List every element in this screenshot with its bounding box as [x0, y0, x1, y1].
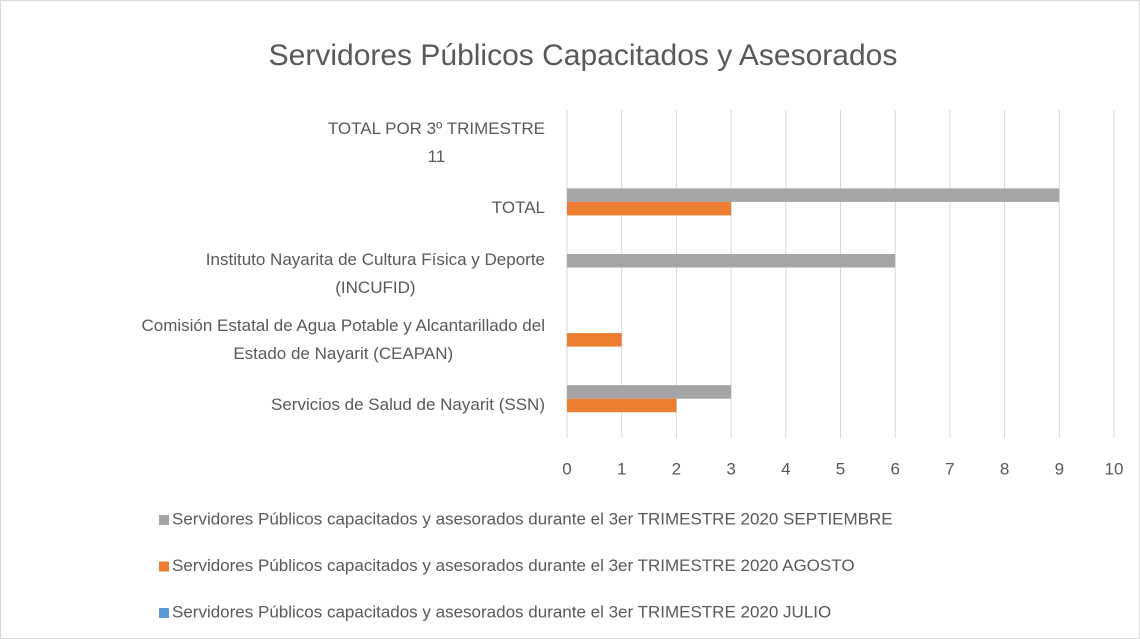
x-tick-label: 7 — [945, 459, 954, 478]
y-tick-label: Instituto Nayarita de Cultura Física y D… — [205, 250, 545, 297]
x-tick-label: 5 — [836, 459, 845, 478]
legend-swatch — [159, 608, 169, 618]
x-tick-label: 6 — [890, 459, 899, 478]
x-tick-label: 0 — [562, 459, 571, 478]
y-tick-label: TOTAL POR 3º TRIMESTRE 11 — [327, 118, 545, 166]
bar — [567, 201, 732, 216]
legend-label: Servidores Públicos capacitados y asesor… — [172, 602, 831, 621]
y-tick-label: TOTAL — [491, 198, 545, 218]
bar — [567, 333, 622, 347]
bar — [567, 385, 732, 399]
bar — [567, 188, 1060, 202]
bar — [567, 254, 896, 268]
legend-swatch — [159, 561, 169, 572]
x-tick-label: 8 — [1000, 459, 1009, 478]
x-tick-label: 3 — [726, 459, 735, 478]
x-tick-label: 10 — [1105, 459, 1124, 478]
x-tick-label: 9 — [1055, 459, 1064, 478]
bar — [567, 398, 677, 413]
y-tick-label: Comisión Estatal de Agua Potable y Alcan… — [141, 315, 545, 363]
x-tick-label: 1 — [617, 459, 626, 478]
y-tick-label: Servicios de Salud de Nayarit (SSN) — [270, 395, 545, 415]
legend-label: Servidores Públicos capacitados y asesor… — [172, 556, 855, 575]
legend-swatch — [159, 515, 169, 525]
x-tick-label: 2 — [672, 459, 681, 478]
legend-label: Servidores Públicos capacitados y asesor… — [172, 509, 893, 528]
chart-title: Servidores Públicos Capacitados y Asesor… — [269, 39, 898, 72]
x-tick-label: 4 — [781, 459, 790, 478]
